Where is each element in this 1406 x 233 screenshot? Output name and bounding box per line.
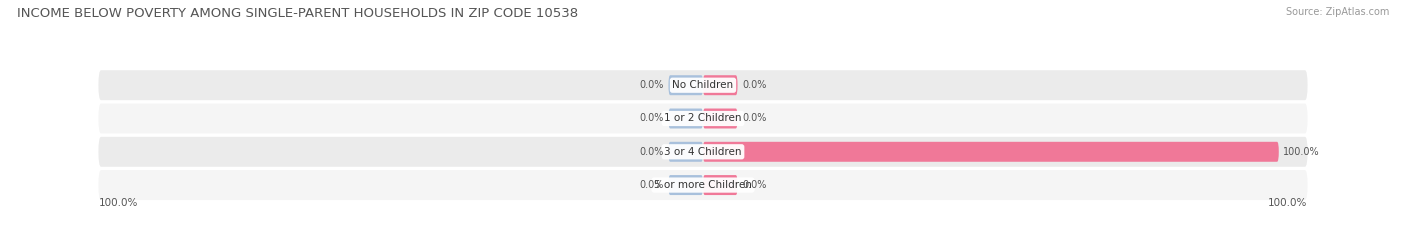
FancyBboxPatch shape xyxy=(668,175,703,195)
Text: 0.0%: 0.0% xyxy=(640,147,664,157)
Text: 3 or 4 Children: 3 or 4 Children xyxy=(664,147,742,157)
Text: 100.0%: 100.0% xyxy=(1268,198,1308,208)
FancyBboxPatch shape xyxy=(98,170,1308,200)
FancyBboxPatch shape xyxy=(703,109,738,128)
Text: 0.0%: 0.0% xyxy=(640,113,664,123)
Text: INCOME BELOW POVERTY AMONG SINGLE-PARENT HOUSEHOLDS IN ZIP CODE 10538: INCOME BELOW POVERTY AMONG SINGLE-PARENT… xyxy=(17,7,578,20)
FancyBboxPatch shape xyxy=(668,142,703,162)
Text: Source: ZipAtlas.com: Source: ZipAtlas.com xyxy=(1285,7,1389,17)
Text: 0.0%: 0.0% xyxy=(742,180,766,190)
FancyBboxPatch shape xyxy=(668,75,703,95)
FancyBboxPatch shape xyxy=(98,137,1308,167)
Text: 100.0%: 100.0% xyxy=(98,198,138,208)
Text: No Children: No Children xyxy=(672,80,734,90)
FancyBboxPatch shape xyxy=(703,75,738,95)
FancyBboxPatch shape xyxy=(98,70,1308,100)
Text: 1 or 2 Children: 1 or 2 Children xyxy=(664,113,742,123)
Text: 0.0%: 0.0% xyxy=(742,80,766,90)
Text: 0.0%: 0.0% xyxy=(742,113,766,123)
Text: 0.0%: 0.0% xyxy=(640,180,664,190)
FancyBboxPatch shape xyxy=(703,175,738,195)
Text: 5 or more Children: 5 or more Children xyxy=(654,180,752,190)
FancyBboxPatch shape xyxy=(98,103,1308,134)
FancyBboxPatch shape xyxy=(703,142,1279,162)
Text: 100.0%: 100.0% xyxy=(1284,147,1320,157)
FancyBboxPatch shape xyxy=(668,109,703,128)
Text: 0.0%: 0.0% xyxy=(640,80,664,90)
